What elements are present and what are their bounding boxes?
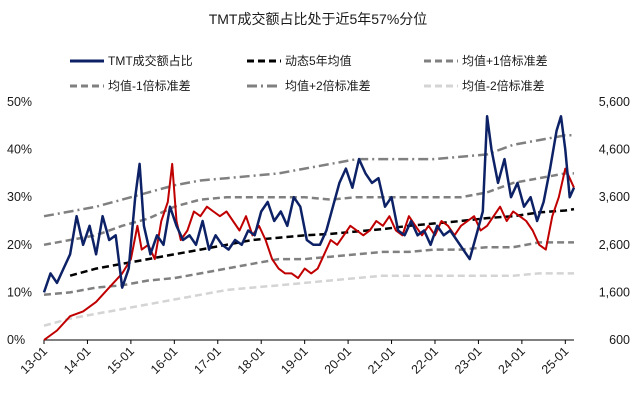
legend-label-mean: 动态5年均值 [285,53,352,68]
left-tick-label: 0% [7,333,25,347]
x-tick-label: 17-01 [191,344,224,377]
x-tick-label: 20-01 [322,344,355,377]
right-tick-label: 4,600 [599,143,630,157]
right-tick-label: 5,600 [599,95,630,109]
x-tick-label: 19-01 [278,344,311,377]
right-tick-label: 2,600 [599,238,630,252]
plot-area [42,115,576,341]
legend-label-tmt: TMT成交额占比 [108,53,193,68]
right-tick-label: 1,600 [599,285,630,299]
minus1-std-line [43,241,574,297]
legend-label-minus1: 均值-1倍标准差 [108,78,191,93]
left-tick-label: 20% [7,238,32,252]
x-tick-label: 25-01 [539,344,572,377]
left-tick-label: 40% [7,143,32,157]
legend-label-plus2: 均值+2倍标准差 [285,78,371,93]
left-tick-label: 30% [7,190,32,204]
tmt-share-red-line [43,162,575,341]
minus2-std-line [43,272,574,327]
x-tick-label: 16-01 [148,344,181,377]
x-tick-label: 21-01 [365,344,398,377]
x-tick-label: 18-01 [235,344,268,377]
legend: TMT成交额占比 动态5年均值 均值+1倍标准差 均值-1倍标准差 均值+2倍标… [70,53,548,93]
plus2-std-line [43,134,574,218]
mean-5y-line [69,207,575,277]
x-tick-label: 23-01 [452,344,485,377]
x-tick-label: 24-01 [495,344,528,377]
chart-title: TMT成交额占比处于近5年57%分位 [209,11,428,27]
x-tick-label: 22-01 [409,344,442,377]
legend-label-minus2: 均值-2倍标准差 [462,78,545,93]
right-tick-label: 3,600 [599,190,630,204]
right-tick-label: 600 [609,333,630,347]
x-tick-label: 15-01 [104,344,137,377]
tmt-share-line [42,115,576,293]
x-tick-label: 14-01 [61,344,94,377]
plus1-std-line [43,172,574,247]
left-tick-label: 50% [7,95,32,109]
left-tick-label: 10% [7,285,32,299]
x-tick-label: 13-01 [18,344,51,377]
legend-label-plus1: 均值+1倍标准差 [462,53,548,68]
